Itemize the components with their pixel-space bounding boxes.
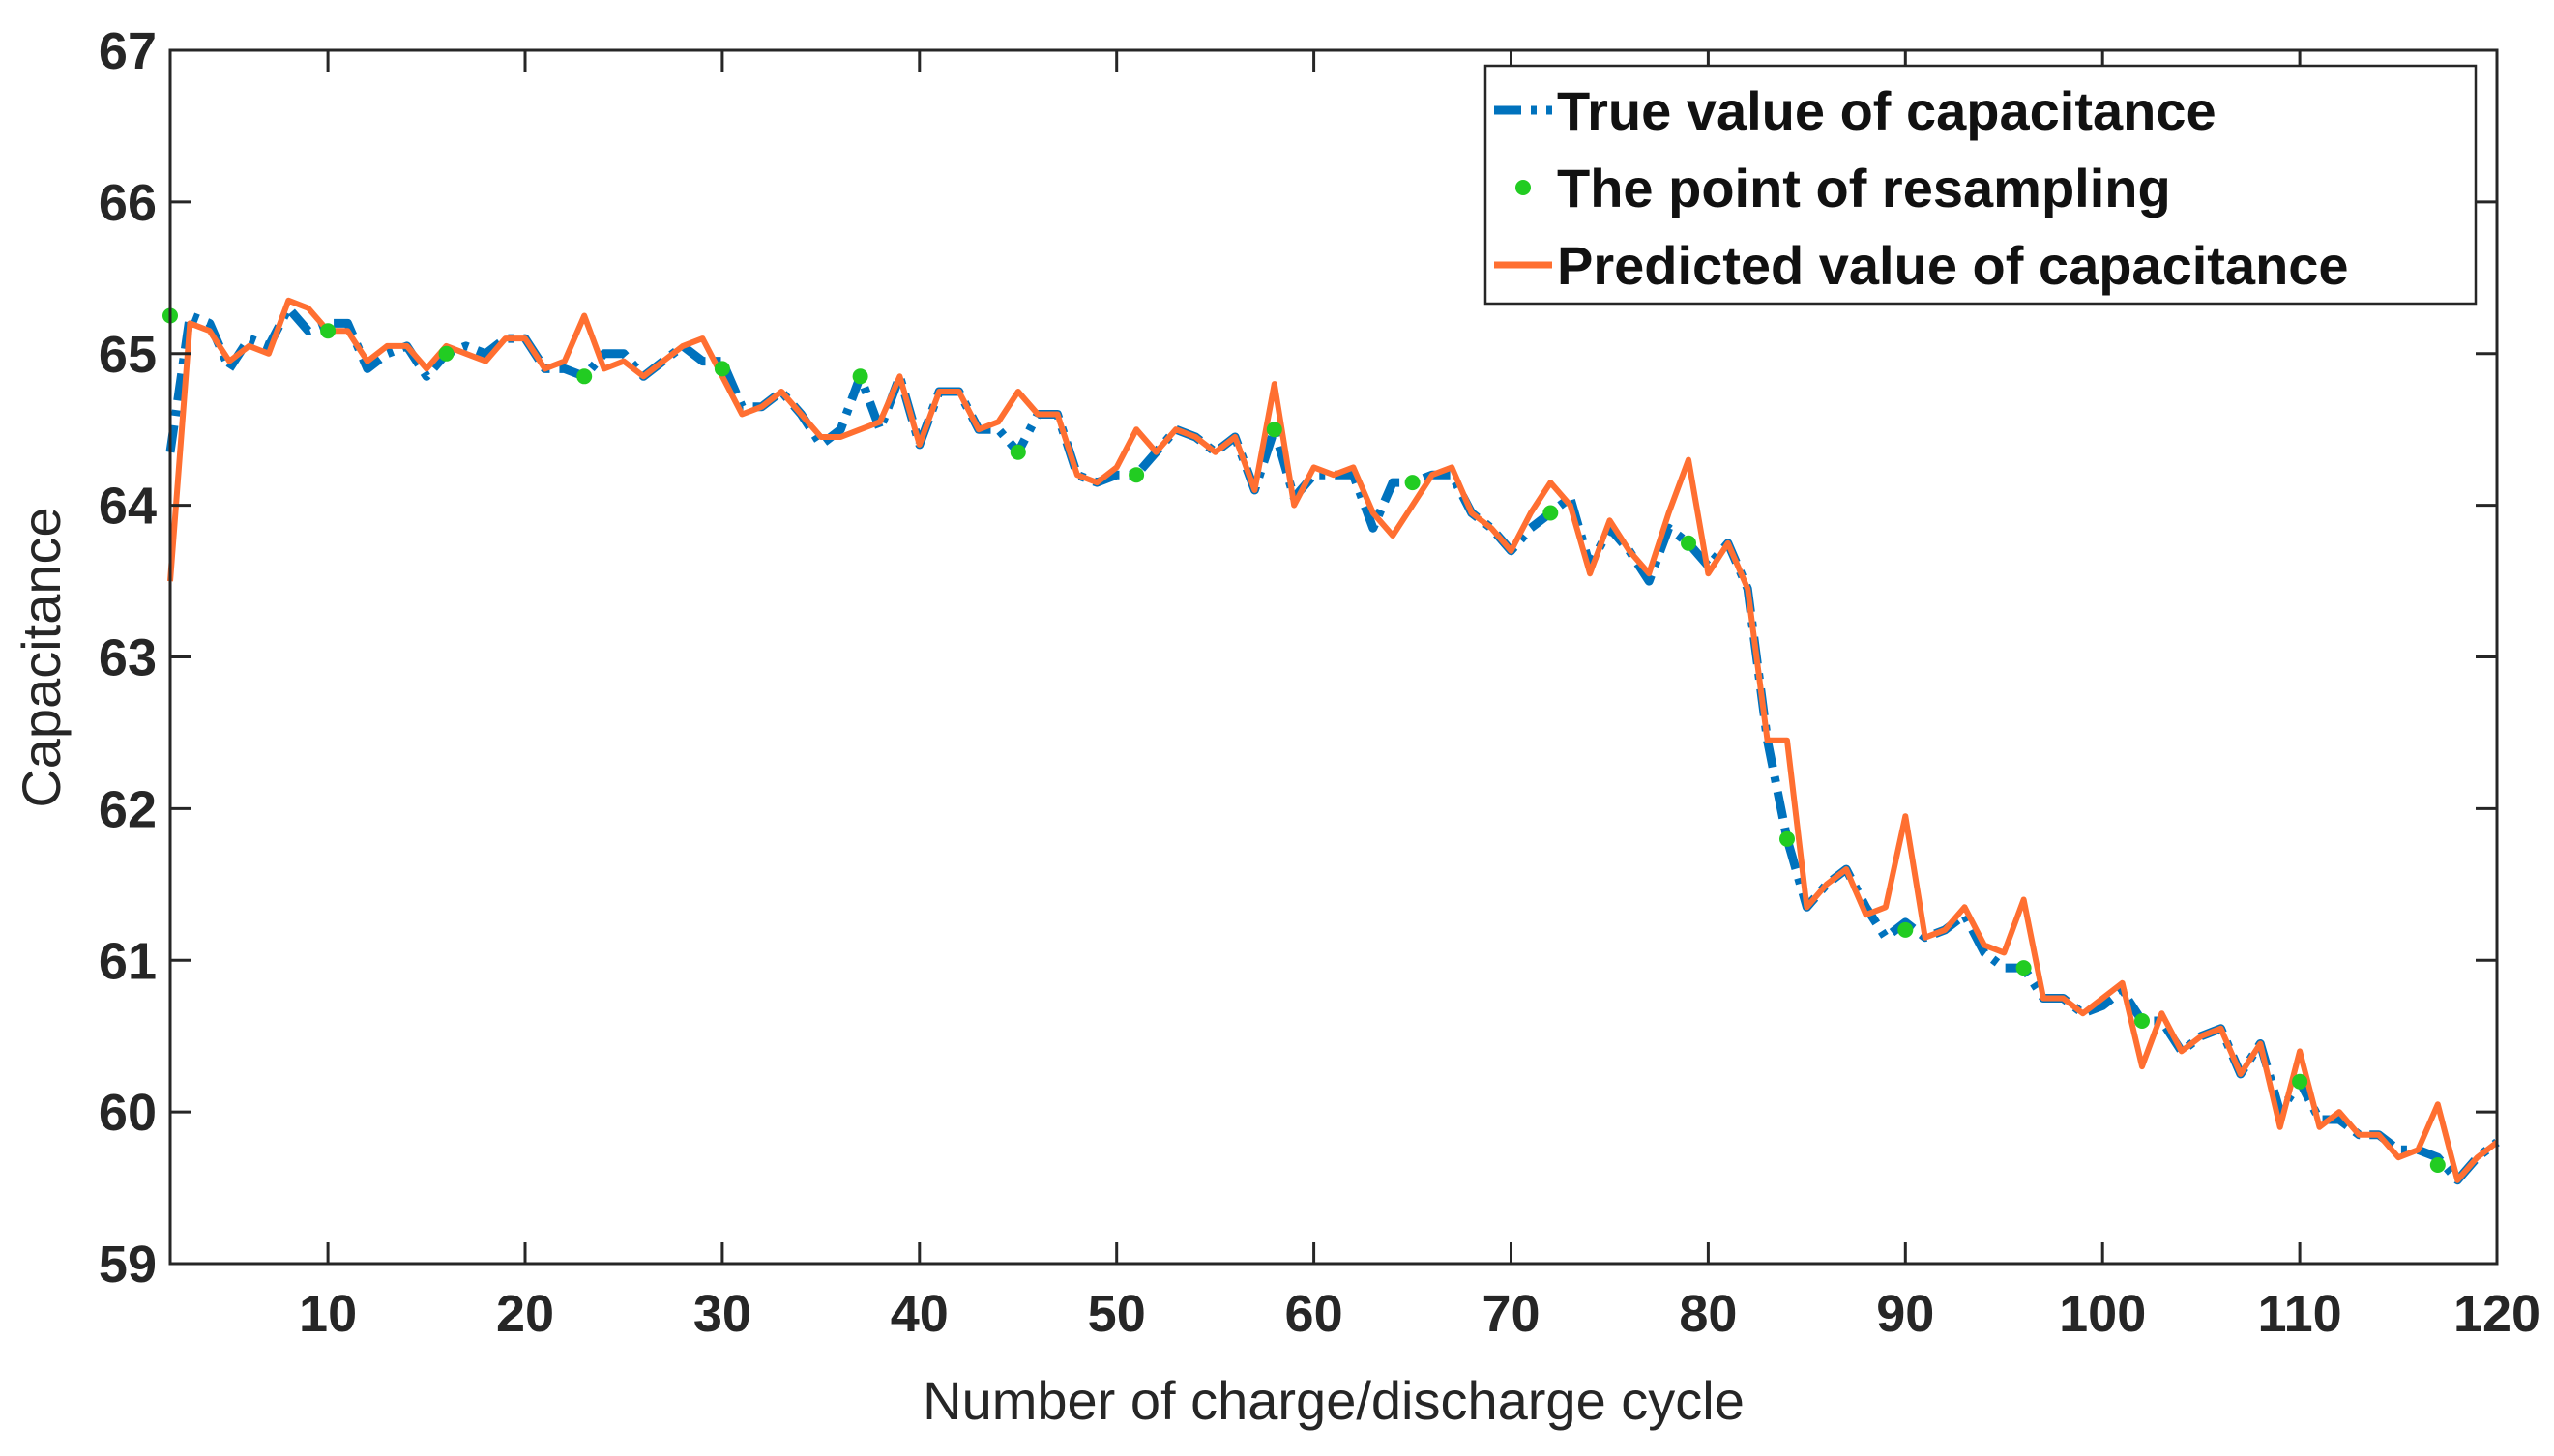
resample-point: [1129, 467, 1145, 483]
y-tick-label: 63: [99, 629, 157, 687]
resample-point: [1779, 830, 1795, 847]
y-tick-label: 65: [99, 326, 157, 384]
resample-point: [1266, 422, 1282, 438]
x-tick-label: 60: [1285, 1285, 1343, 1343]
resample-point: [438, 345, 455, 362]
resample-point: [714, 361, 730, 377]
resample-point: [1542, 505, 1559, 521]
tick-labels-layer: 10 20 30 40 50 60 70 80 90 100 110 120 59 60 61 62 63 64 6…: [99, 22, 2540, 1343]
x-tick-label: 50: [1088, 1285, 1146, 1343]
x-tick-label: 70: [1482, 1285, 1540, 1343]
y-tick-label: 61: [99, 932, 157, 990]
y-tick-label: 59: [99, 1236, 157, 1294]
legend-predicted-label: Predicted value of capacitance: [1557, 235, 2349, 296]
series-layer: [165, 297, 2500, 1185]
legend-point-marker: [1515, 180, 1531, 195]
resample-point: [1404, 475, 1421, 491]
x-tick-label: 20: [496, 1285, 554, 1343]
resample-point: [2429, 1157, 2446, 1173]
resample-points-layer: [162, 307, 2446, 1173]
resample-point: [320, 323, 337, 339]
legend: True value of capacitance The point of r…: [1483, 64, 2478, 306]
y-tick-label: 66: [99, 174, 157, 232]
x-tick-label: 30: [693, 1285, 751, 1343]
x-tick-label: 40: [891, 1285, 949, 1343]
resample-point: [852, 368, 868, 385]
y-tick-label: 60: [99, 1084, 157, 1142]
ticks-layer: [170, 48, 2499, 1266]
legend-true-label: True value of capacitance: [1557, 80, 2216, 141]
x-axis-label: Number of charge/discharge cycle: [923, 1370, 1745, 1431]
series-line-true-value: [165, 304, 2500, 1185]
resample-point: [1897, 921, 1914, 938]
y-tick-label: 62: [99, 780, 157, 838]
resample-point: [1681, 535, 1696, 551]
legend-box: [1483, 64, 2478, 306]
x-tick-label: 10: [299, 1285, 357, 1343]
x-tick-label: 90: [1876, 1285, 1934, 1343]
resample-point: [2015, 960, 2032, 976]
resample-point: [2134, 1013, 2150, 1029]
resample-point: [1010, 444, 1026, 460]
y-axis-label: Capacitance: [11, 507, 72, 807]
resample-point: [2292, 1073, 2308, 1090]
y-tick-label: 64: [99, 478, 157, 536]
legend-point-label: The point of resampling: [1557, 158, 2171, 218]
resample-point: [576, 368, 593, 385]
x-tick-label: 110: [2258, 1285, 2342, 1343]
x-tick-label: 120: [2453, 1285, 2540, 1343]
x-tick-label: 80: [1679, 1285, 1737, 1343]
y-tick-label: 67: [99, 22, 157, 80]
series-line-predicted-value: [167, 297, 2499, 1183]
x-tick-label: 100: [2059, 1285, 2146, 1343]
